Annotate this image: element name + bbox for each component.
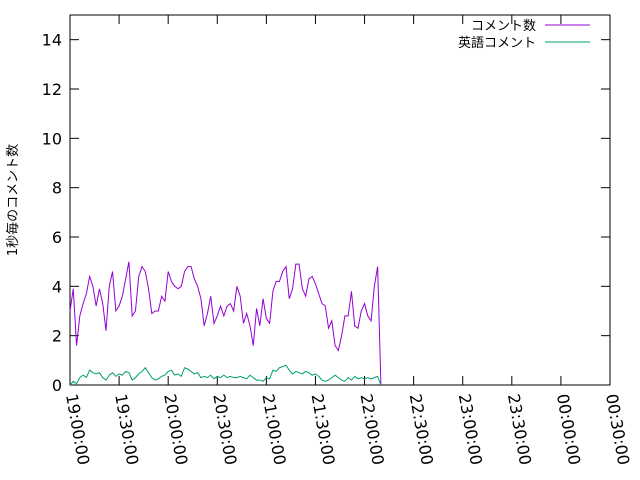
x-tick-label: 19:00:00: [62, 392, 93, 466]
y-tick-label: 6: [52, 228, 62, 247]
y-axis-label: 1秒毎のコメント数: [5, 144, 21, 256]
y-tick-label: 12: [42, 80, 62, 99]
y-tick-label: 10: [42, 129, 62, 148]
y-tick-label: 4: [52, 277, 62, 296]
x-tick-label: 00:30:00: [602, 392, 633, 466]
x-tick-label: 21:30:00: [308, 392, 339, 466]
x-tick-label: 22:00:00: [357, 392, 388, 466]
x-tick-label: 19:30:00: [111, 392, 142, 466]
x-axis-ticks: 19:00:00 19:30:00 20:00:00 20:30:00 21:00:00…: [62, 15, 633, 466]
legend-label: コメント数: [471, 19, 536, 34]
y-axis-ticks: 0 2 4 6 8 10 12 14: [42, 31, 610, 395]
series-line: [69, 364, 382, 386]
legend-label: 英語コメント: [458, 35, 536, 51]
x-tick-label: 00:00:00: [553, 392, 584, 466]
series-group: [69, 261, 382, 386]
x-tick-label: 23:00:00: [455, 392, 486, 466]
y-tick-label: 14: [42, 31, 62, 50]
series-line: [69, 261, 382, 386]
y-tick-label: 8: [52, 179, 62, 198]
plot-frame: [69, 14, 611, 386]
y-tick-label: 2: [52, 327, 62, 346]
x-tick-label: 20:00:00: [160, 392, 191, 466]
chart-axes: [69, 14, 611, 386]
x-tick-label: 21:00:00: [258, 392, 289, 466]
y-tick-label: 0: [52, 376, 62, 395]
x-tick-label: 22:30:00: [406, 392, 437, 466]
x-tick-label: 23:30:00: [504, 392, 535, 466]
x-tick-label: 20:30:00: [209, 392, 240, 466]
